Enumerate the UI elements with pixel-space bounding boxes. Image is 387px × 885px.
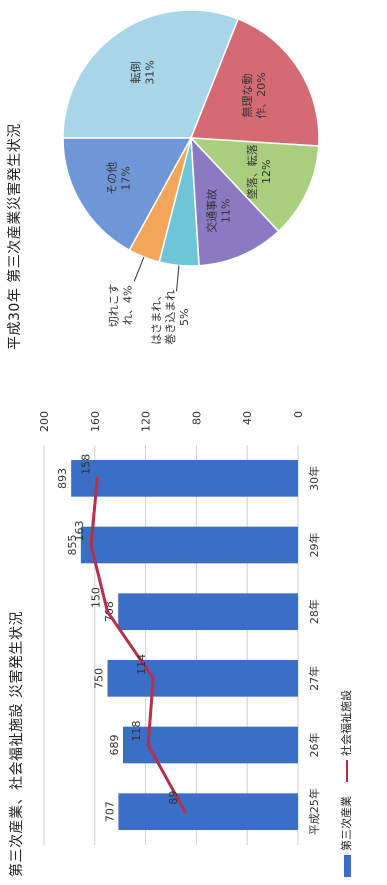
- category-label: 28年: [307, 599, 321, 624]
- category-label: 26年: [307, 733, 321, 758]
- combo-chart-panel: 第三次産業、社会福祉施設 災害発生状況 0 40 80 120 160 200 707 平成2…: [0, 385, 387, 885]
- pie-slice: [189, 137, 320, 233]
- line-value-label: 163: [73, 521, 86, 542]
- right-tick-label: 120: [140, 411, 153, 432]
- legend-swatch-bar: [343, 855, 351, 877]
- bar: [122, 726, 298, 764]
- bar-value-label: 855: [66, 535, 79, 556]
- category-label: 27年: [307, 666, 321, 691]
- pie-slice: [189, 18, 320, 147]
- category-label: 平成25年: [307, 788, 321, 835]
- line-value-label: 114: [135, 654, 148, 675]
- category-label: 29年: [307, 533, 321, 558]
- line-point: [146, 743, 150, 747]
- pie-slice: [62, 137, 193, 252]
- bar-value-label: 689: [108, 735, 121, 756]
- right-tick-label: 160: [89, 411, 102, 432]
- pie-slice-label: その他17%: [106, 162, 133, 195]
- line-point: [151, 676, 156, 681]
- right-tick-label: 40: [241, 411, 254, 425]
- bar-value-label: 750: [93, 668, 106, 689]
- line-value-label: 118: [130, 721, 143, 742]
- legend-item-line: 社会福祉施設: [338, 690, 354, 782]
- pie-leader-line: [133, 256, 145, 282]
- pie-slice-label: 転倒31%: [129, 60, 156, 84]
- bar: [71, 459, 299, 497]
- combo-chart-title: 第三次産業、社会福祉施設 災害発生状況: [9, 611, 25, 877]
- right-tick-label: 0: [292, 411, 305, 418]
- pie-slice-label: はさまれ、巻き込まれ5%: [150, 290, 191, 345]
- bar: [107, 660, 298, 697]
- category-label: 30年: [307, 466, 321, 491]
- legend-item-bar: 第三次産業: [338, 796, 354, 877]
- line-point: [89, 543, 93, 547]
- combo-legend: 第三次産業 社会福祉施設: [338, 690, 354, 877]
- right-tick-label: 80: [190, 411, 203, 425]
- line-point: [105, 609, 110, 614]
- pie-slice: [190, 135, 280, 267]
- pie-slice-label: 無理な動作、20%: [240, 72, 268, 118]
- pie-slice: [62, 9, 240, 139]
- bar: [118, 593, 298, 630]
- pie-chart-svg: 転倒31% 無理な動作、20% 墜落、転落12% 交通事故11% はさまれ、巻き込まれ5…: [62, 9, 320, 345]
- legend-label-bar: 第三次産業: [340, 796, 353, 851]
- pie-leader-line: [176, 265, 180, 292]
- line-value-label: 158: [79, 454, 92, 475]
- line-value-label: 89: [167, 791, 180, 805]
- line-point: [183, 809, 187, 814]
- bar-value-label: 707: [103, 801, 116, 822]
- legend-label-line: 社会福祉施設: [340, 690, 353, 756]
- pie-chart-panel: 平成30年 第三次産業災害発生状況 転倒31% 無理な動作、20% 墜落、転落12%…: [0, 0, 387, 370]
- line-point: [95, 476, 100, 481]
- pie-slice-label: 墜落、転落12%: [245, 144, 273, 199]
- pie-slice-label: 交通事故11%: [205, 189, 233, 233]
- line-series: [89, 478, 187, 813]
- pie-chart-title: 平成30年 第三次産業災害発生状況: [7, 123, 23, 350]
- bar-value-label: 893: [56, 468, 69, 489]
- bar: [118, 793, 298, 830]
- right-tick-label: 200: [38, 411, 51, 432]
- pie-slice-label: 切れこすれ、4%: [108, 283, 135, 327]
- line-value-label: 150: [90, 587, 103, 608]
- legend-swatch-line: [346, 760, 348, 782]
- bar: [80, 526, 298, 564]
